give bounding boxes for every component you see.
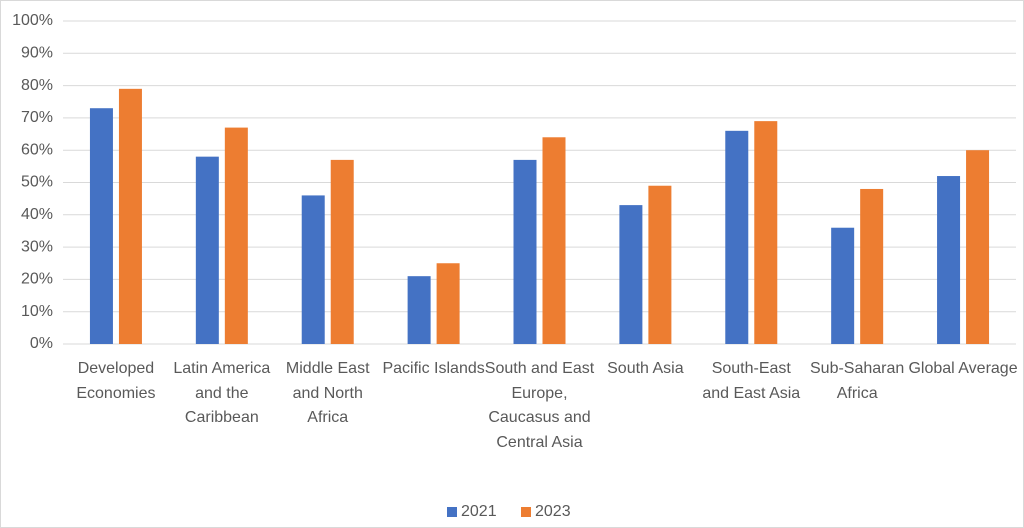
legend-swatch xyxy=(447,507,457,517)
bar xyxy=(754,121,778,344)
bar xyxy=(860,188,884,344)
bar xyxy=(831,227,855,344)
bar xyxy=(436,263,460,344)
y-tick-label: 100% xyxy=(12,12,53,29)
x-tick-label: Latin America and the Caribbean xyxy=(173,360,271,426)
bar xyxy=(330,159,354,344)
bar xyxy=(301,195,325,344)
y-tick-label: 40% xyxy=(21,206,53,223)
bar xyxy=(407,276,431,344)
bar xyxy=(966,150,990,344)
y-tick-label: 90% xyxy=(21,45,53,62)
x-tick-label: South Asia xyxy=(607,360,684,377)
bar xyxy=(224,127,248,344)
x-tick-label: Sub-Saharan Africa xyxy=(810,360,905,402)
y-tick-label: 10% xyxy=(21,303,53,320)
legend-label: 2021 xyxy=(461,503,497,520)
y-tick-label: 80% xyxy=(21,77,53,94)
x-tick-label: Developed Economies xyxy=(76,360,156,402)
legend-swatch xyxy=(521,507,531,517)
y-tick-label: 60% xyxy=(21,141,53,158)
bar xyxy=(937,176,961,344)
x-tick-label: South and East Europe, Caucasus and Cent… xyxy=(484,360,595,451)
bar xyxy=(89,108,113,345)
x-tick-label: Middle East and North Africa xyxy=(285,360,370,426)
bar xyxy=(725,130,749,344)
bar xyxy=(118,88,142,344)
y-tick-label: 0% xyxy=(30,335,53,352)
bar xyxy=(195,156,219,344)
x-tick-label: Pacific Islands xyxy=(382,360,485,377)
x-tick-label: Global Average xyxy=(908,360,1018,377)
bar xyxy=(542,137,566,344)
bar xyxy=(619,205,643,344)
bar xyxy=(513,159,537,344)
legend-label: 2023 xyxy=(535,503,571,520)
x-tick-label: South-East and East Asia xyxy=(702,360,801,402)
y-tick-label: 70% xyxy=(21,109,53,126)
bar xyxy=(648,185,672,344)
y-tick-label: 30% xyxy=(21,238,53,255)
y-tick-label: 20% xyxy=(21,271,53,288)
y-tick-label: 50% xyxy=(21,174,53,191)
